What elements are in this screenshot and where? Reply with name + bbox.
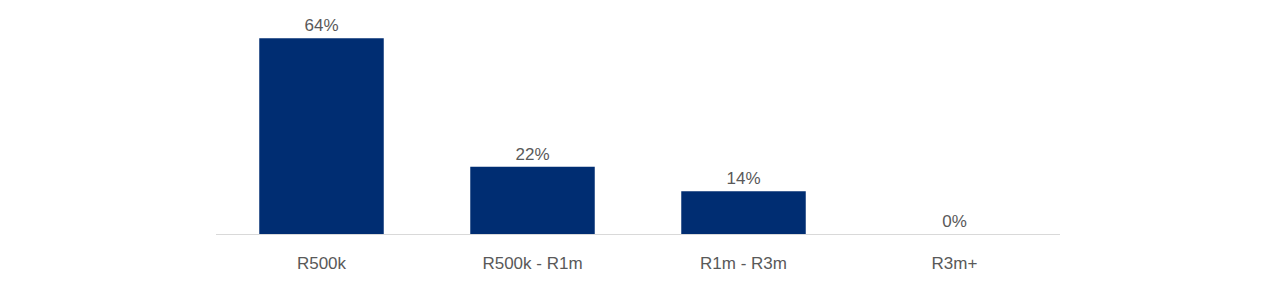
svg-text:R500k - R1m: R500k - R1m [482,254,582,273]
svg-text:R1m - R3m: R1m - R3m [700,254,787,273]
svg-text:64%: 64% [304,16,338,35]
svg-text:22%: 22% [515,145,549,164]
svg-text:R500k: R500k [297,254,347,273]
svg-text:R3m+: R3m+ [932,254,978,273]
svg-text:14%: 14% [726,169,760,188]
svg-text:0%: 0% [942,212,967,231]
